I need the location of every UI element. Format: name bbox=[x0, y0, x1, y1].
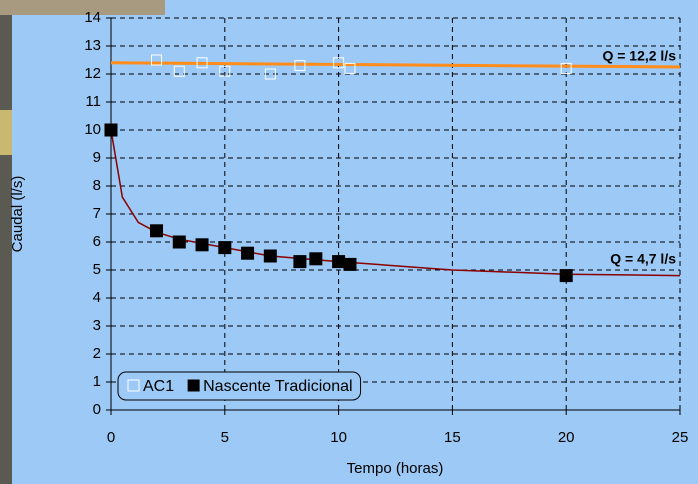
y-tick-label: 2 bbox=[93, 345, 101, 362]
photo-strip bbox=[0, 0, 165, 15]
marker bbox=[150, 224, 164, 238]
x-tick-label: 25 bbox=[672, 429, 689, 446]
legend-swatch bbox=[187, 379, 200, 392]
y-tick-label: 13 bbox=[84, 37, 101, 54]
x-tick-label: 5 bbox=[221, 429, 229, 446]
legend-label: Nascente Tradicional bbox=[203, 378, 352, 395]
y-tick-label: 4 bbox=[93, 289, 101, 306]
legend-swatch bbox=[127, 379, 140, 392]
annotation: Q = 12,2 l/s bbox=[602, 48, 676, 64]
fit-line bbox=[110, 61, 681, 69]
marker bbox=[104, 123, 118, 137]
y-tick-label: 5 bbox=[93, 261, 101, 278]
marker bbox=[560, 62, 572, 74]
marker bbox=[559, 269, 573, 283]
y-tick-label: 7 bbox=[93, 205, 101, 222]
x-axis-label: Tempo (horas) bbox=[347, 460, 444, 477]
x-tick-label: 15 bbox=[444, 429, 461, 446]
y-tick-label: 0 bbox=[93, 401, 101, 418]
y-tick-label: 12 bbox=[84, 65, 101, 82]
y-tick-label: 8 bbox=[93, 177, 101, 194]
x-tick-label: 10 bbox=[330, 429, 347, 446]
legend-box bbox=[117, 371, 362, 401]
marker bbox=[151, 54, 163, 66]
marker bbox=[196, 57, 208, 69]
y-tick-label: 1 bbox=[93, 373, 101, 390]
marker bbox=[293, 255, 307, 269]
y-tick-label: 9 bbox=[93, 149, 101, 166]
marker bbox=[294, 60, 306, 72]
y-tick-label: 3 bbox=[93, 317, 101, 334]
photo-strip bbox=[0, 110, 12, 155]
y-tick-label: 11 bbox=[85, 93, 101, 110]
marker bbox=[309, 252, 323, 266]
marker bbox=[219, 65, 231, 77]
x-tick-label: 20 bbox=[558, 429, 575, 446]
marker bbox=[264, 68, 276, 80]
marker bbox=[344, 62, 356, 74]
y-tick-label: 10 bbox=[84, 121, 101, 138]
marker bbox=[241, 246, 255, 260]
annotation: Q = 4,7 l/s bbox=[610, 251, 676, 267]
x-tick-label: 0 bbox=[107, 429, 115, 446]
marker bbox=[172, 235, 186, 249]
marker bbox=[173, 65, 185, 77]
y-tick-label: 14 bbox=[84, 9, 101, 26]
marker bbox=[343, 257, 357, 271]
marker bbox=[195, 238, 209, 252]
y-tick-label: 6 bbox=[93, 233, 101, 250]
marker bbox=[333, 57, 345, 69]
marker bbox=[332, 255, 346, 269]
marker bbox=[263, 249, 277, 263]
marker bbox=[218, 241, 232, 255]
y-axis-label: Caudal (l/s) bbox=[9, 176, 26, 253]
legend-label: AC1 bbox=[143, 378, 174, 395]
